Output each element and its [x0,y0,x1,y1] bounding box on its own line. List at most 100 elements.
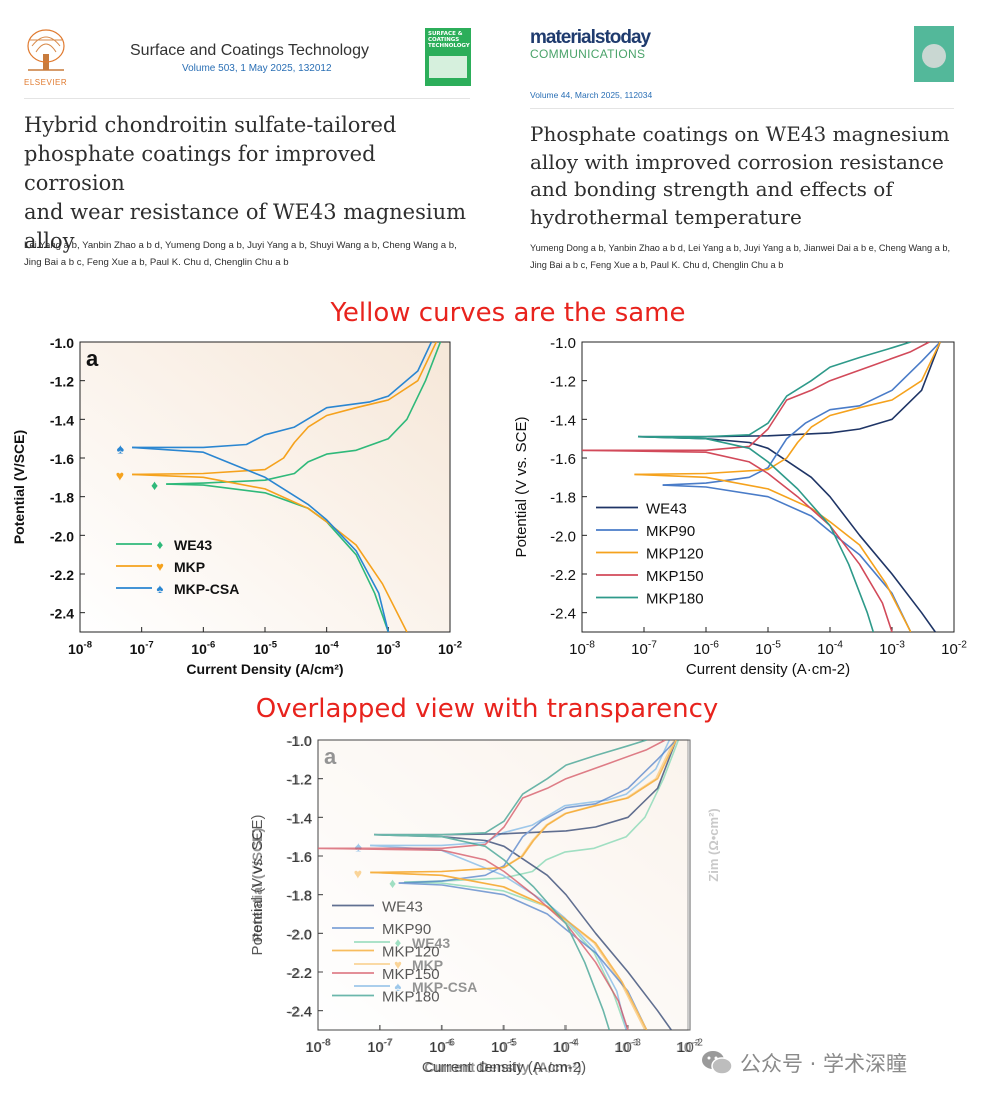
x-tick-label: 10-6 [191,640,215,657]
x-tick-label: 10-8 [305,1037,331,1056]
legend-label: MKP150 [646,568,704,585]
y-axis-label: Potential (V/SCE) [250,828,265,942]
y-tick-label: -1.8 [286,888,312,905]
publisher-name: ELSEVIER [24,78,68,87]
caption-bottom: Overlapped view with transparency [255,694,719,724]
series-line-mkp120-anodic [370,740,677,874]
y-tick-label: -2.4 [50,606,74,622]
y-tick-label: -2.2 [286,965,312,982]
panel-label: a [86,346,99,371]
series-line-we43-cathodic [637,435,936,632]
paper-title[interactable]: Hybrid chondroitin sulfate-tailored phos… [24,113,467,253]
journal-logo[interactable]: materialstoday COMMUNICATIONS [530,27,651,61]
x-tick-label: 10-3 [376,640,400,657]
series-line-mkp-anodic [132,342,438,476]
x-tick-label: 10-4 [553,1037,579,1056]
legend-label: MKP90 [646,523,695,540]
series-line-mkp-csa-cathodic [370,844,628,1030]
y-tick-label: -1.8 [50,490,74,506]
y-tick-label: -1.6 [50,451,74,467]
paper-right: materialstoday COMMUNICATIONS Volume 44,… [530,18,960,278]
plot-group: -1.0 -1.2 -1.4 -1.6 -1.8 -2.0 -2.2 -2.4 10-8 10-7… [250,733,703,1076]
y-tick-label: -1.4 [50,412,74,428]
y-tick-label: -1.0 [550,335,576,352]
x-tick-label: 10-3 [614,1038,638,1055]
y-tick-label: -1.2 [550,374,576,391]
legend-label: MKP150 [382,966,440,983]
series-group [132,342,442,632]
legend-marker: ♥ [394,957,402,972]
legend-marker: ♠ [395,979,402,994]
x-tick-label: 10-7 [631,639,657,658]
y-tick-label: -1.4 [288,810,312,826]
legend: ♦ WE43 ♥ MKP ♠ MKP-CSA [354,935,477,995]
series-line-mkp90-cathodic [398,882,648,1030]
plot-frame [581,341,955,633]
legend-label: MKP120 [646,546,704,563]
journal-cover [914,26,954,82]
series-line-mkp150-anodic [582,342,930,452]
series-line-mkp-csa-cathodic [132,446,390,632]
elsevier-logo [24,24,70,84]
legend-label: WE43 [646,501,687,518]
volume-line[interactable]: Volume 44, March 2025, 112034 [530,90,653,100]
x-tick-label: 10-5 [491,1037,517,1056]
x-tick-label: 10-8 [306,1038,330,1055]
chart-right: -1.0 -1.2 -1.4 -1.6 -1.8 -2.0 -2.2 -2.4 10-8 10-7… [513,335,967,678]
wechat-icon [702,1051,733,1075]
plot-group: -1.0 -1.2 -1.4 -1.6 -1.8 -2.0 -2.2 -2.4 10-8 10-7… [11,335,470,677]
author-list[interactable]: Yumeng Dong a b, Yanbin Zhao a b d, Lei … [530,243,951,270]
y-tick-label: -1.6 [288,849,312,865]
paper-title[interactable]: Phosphate coatings on WE43 magnesium all… [530,122,950,229]
y-tick-label: -1.8 [288,888,312,904]
watermark: 公众号 · 学术深瞳 [700,1046,907,1080]
x-axis-label: Current Density (A/cm²) [424,1059,581,1075]
paper-left: ELSEVIER Surface and Coatings Technology… [24,18,474,278]
x-tick-label: 10-2 [438,640,462,657]
corrosion-marker: ♠ [355,838,363,854]
corrosion-marker: ♥ [116,467,124,483]
chart-overlay: -1.0 -1.2 -1.4 -1.6 -1.8 -2.0 -2.2 -2.4 10-8 10-7… [250,733,720,1076]
x-axis-label: Current density (A·cm-2) [422,1059,586,1076]
y-tick-label: -1.8 [550,490,576,507]
y-tick-label: -1.2 [50,374,74,390]
x-tick-label: 10-2 [941,639,967,658]
series-line-mkp150-cathodic [582,449,893,632]
plot-background [80,342,450,632]
x-tick-label: 10-8 [569,639,595,658]
y-tick-label: -1.6 [286,849,312,866]
legend-label: WE43 [382,899,423,916]
journal-name[interactable]: Surface and Coatings Technology [130,42,369,59]
author-list[interactable]: Lei Yang a b, Yanbin Zhao a b d, Yumeng … [24,240,457,268]
x-tick-label: 10-7 [367,1037,393,1056]
corrosion-marker: ♥ [354,865,362,881]
series-line-mkp-csa-anodic [132,342,433,449]
legend-label: MKP120 [382,944,440,961]
x-tick-label: 10-8 [68,640,92,657]
legend: WE43 MKP90 MKP120 MKP150 MKP180 [596,501,704,608]
x-tick-label: 10-5 [253,640,278,657]
y-tick-label: -2.2 [288,965,312,981]
x-tick-label: 10-3 [615,1037,641,1056]
legend-label: MKP-CSA [174,581,239,597]
x-tick-label: 10-4 [315,640,340,657]
series-group [318,740,677,1030]
x-tick-label: 10-2 [677,1037,703,1056]
watermark-text: 公众号 · 学术深瞳 [740,1052,908,1076]
series-line-mkp180-anodic [374,740,647,836]
series-line-mkp180-anodic [638,342,911,438]
series-line-mkp-csa-anodic [370,740,671,847]
cover-text: SURFACE & COATINGS TECHNOLOGY [428,31,470,49]
x-tick-label: 10-5 [755,639,781,658]
x-tick-label: 10-4 [553,1038,578,1055]
x-tick-label: 10-6 [429,1037,455,1056]
x-tick-label: 10-7 [368,1038,392,1055]
legend-marker: ♦ [157,537,164,552]
y-tick-label: -1.2 [288,772,312,788]
corrosion-marker: ♠ [117,440,125,456]
volume-line[interactable]: Volume 503, 1 May 2025, 132012 [182,63,332,74]
x-tick-label: 10-6 [429,1038,453,1055]
legend-label: MKP-CSA [412,979,477,995]
legend-label: WE43 [174,537,212,553]
y-tick-label: -1.0 [286,733,312,750]
